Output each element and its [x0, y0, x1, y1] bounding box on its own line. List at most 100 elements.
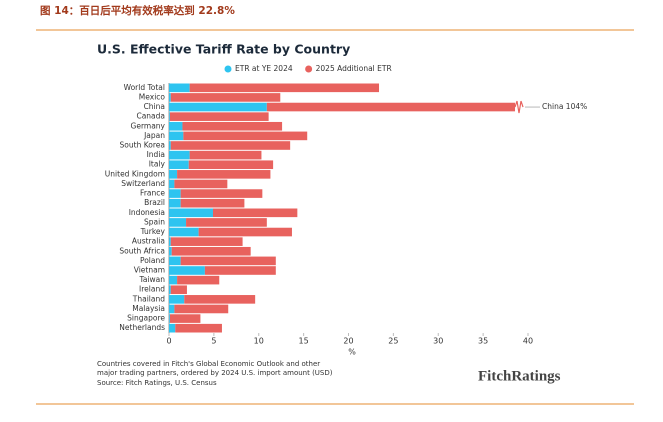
- bar: [169, 304, 175, 314]
- x-tick-label: 40: [523, 337, 533, 346]
- y-tick-label: France: [140, 189, 165, 198]
- bar: [169, 170, 178, 179]
- bar: [169, 160, 189, 170]
- bar: [169, 179, 175, 189]
- y-tick-label: Mexico: [139, 92, 166, 101]
- y-tick-label: Canada: [136, 112, 165, 121]
- y-tick-label: China: [144, 102, 165, 111]
- bar: [170, 93, 281, 102]
- bar: [169, 83, 190, 93]
- x-tick-label: 5: [211, 337, 216, 346]
- y-tick-label: Singapore: [127, 314, 165, 323]
- y-tick-label: Poland: [140, 256, 165, 265]
- bar: [169, 198, 181, 208]
- bar: [169, 121, 183, 131]
- y-tick-label: Brazil: [144, 198, 165, 207]
- bar: [169, 131, 184, 141]
- bar: [204, 266, 276, 275]
- bar: [182, 121, 283, 131]
- x-tick-label: 35: [478, 337, 488, 346]
- x-tick-label: 20: [343, 337, 353, 346]
- legend-label: ETR at YE 2024: [235, 64, 293, 73]
- bar: [169, 314, 170, 323]
- x-tick-label: 0: [166, 337, 171, 346]
- y-tick-label: Switzerland: [121, 179, 165, 188]
- y-tick-label: United Kingdom: [105, 169, 165, 178]
- legend-swatch: [305, 65, 313, 73]
- note: Source: Fitch Ratings, U.S. Census: [97, 379, 217, 387]
- bar: [169, 102, 267, 112]
- note: major trading partners, ordered by 2024 …: [97, 369, 333, 377]
- bar: [170, 141, 291, 150]
- bar: [169, 295, 185, 304]
- logo: FitchRatings: [478, 368, 561, 384]
- bar: [169, 189, 181, 198]
- x-tick-label: 30: [433, 337, 443, 346]
- bar: [169, 112, 170, 121]
- axis-break: [514, 100, 524, 114]
- bar: [170, 237, 243, 246]
- bar: [170, 285, 187, 295]
- bar: [266, 102, 515, 112]
- bar: [169, 227, 199, 237]
- y-tick-label: Malaysia: [132, 304, 165, 313]
- bar: [169, 237, 171, 246]
- bar: [180, 189, 263, 198]
- bar: [169, 285, 171, 295]
- chart-title: U.S. Effective Tariff Rate by Country: [97, 42, 350, 57]
- bar: [177, 275, 220, 285]
- bar: [169, 246, 172, 256]
- x-tick-label: 10: [254, 337, 264, 346]
- y-tick-label: Turkey: [140, 227, 166, 236]
- bar: [169, 323, 176, 333]
- note: Countries covered in Fitch's Global Econ…: [97, 360, 320, 368]
- y-tick-label: Netherlands: [119, 323, 165, 332]
- bar: [184, 295, 256, 304]
- bar: [169, 256, 181, 266]
- bar: [169, 208, 213, 218]
- bar: [180, 256, 276, 266]
- annotation: China 104%: [542, 102, 587, 111]
- bar: [174, 304, 229, 314]
- bar: [169, 275, 178, 285]
- y-tick-label: Vietnam: [134, 266, 165, 275]
- y-tick-label: Italy: [149, 160, 166, 169]
- y-tick-label: India: [147, 150, 165, 159]
- bar: [169, 141, 171, 150]
- bar: [186, 218, 267, 227]
- x-tick-label: 15: [299, 337, 309, 346]
- bar: [189, 150, 262, 160]
- bar: [169, 266, 205, 275]
- bar: [174, 179, 228, 189]
- bar: [188, 160, 274, 170]
- bar: [198, 227, 292, 237]
- y-tick-label: South Korea: [120, 141, 165, 150]
- x-tick-label: 25: [388, 337, 398, 346]
- y-tick-label: Spain: [144, 217, 165, 226]
- bar: [183, 131, 308, 141]
- y-tick-label: Ireland: [139, 285, 165, 294]
- y-tick-label: Australia: [132, 237, 165, 246]
- bar: [169, 150, 190, 160]
- bar: [169, 314, 201, 323]
- bar: [169, 93, 171, 102]
- bar: [177, 170, 271, 179]
- bar: [175, 323, 222, 333]
- bar: [169, 218, 187, 227]
- y-tick-label: South Africa: [119, 246, 165, 255]
- y-tick-label: Japan: [143, 131, 165, 140]
- y-tick-label: Indonesia: [129, 208, 165, 217]
- y-tick-label: Germany: [131, 121, 166, 130]
- bar: [212, 208, 298, 218]
- bar: [189, 83, 380, 93]
- y-tick-label: Taiwan: [138, 275, 165, 284]
- bar: [169, 112, 269, 121]
- bar: [180, 198, 245, 208]
- bar: [171, 246, 251, 256]
- legend-swatch: [224, 65, 232, 73]
- legend-label: 2025 Additional ETR: [316, 64, 392, 73]
- y-tick-label: World Total: [124, 83, 165, 92]
- y-tick-label: Thailand: [132, 294, 165, 303]
- header: 图 14：百日后平均有效税率达到 22.8%: [40, 4, 235, 17]
